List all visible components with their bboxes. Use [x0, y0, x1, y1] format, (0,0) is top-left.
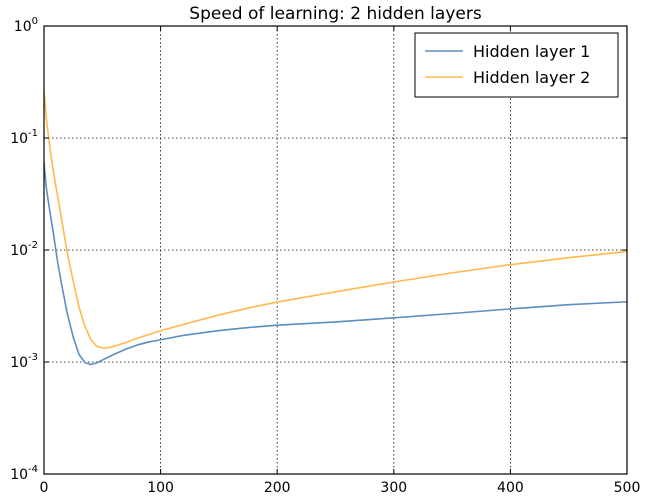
x-tick-label: 400	[497, 480, 524, 496]
x-tick-label: 0	[40, 480, 49, 496]
legend-label-1: Hidden layer 1	[473, 42, 590, 61]
legend-box	[414, 32, 619, 98]
series-line-1	[43, 162, 628, 366]
grid	[44, 26, 627, 474]
legend: Hidden layer 1 Hidden layer 2	[414, 32, 619, 98]
y-tick-label: 10-1	[10, 128, 38, 147]
axis-ticks: 0 100 200 300 400 500 10-4 10-3 10-2 10-1 100	[10, 16, 640, 496]
y-tick-label: 10-4	[10, 464, 38, 483]
y-tick-label: 10-3	[10, 352, 38, 371]
x-tick-label: 300	[380, 480, 407, 496]
series-line-2	[43, 91, 628, 349]
series-layer	[43, 91, 628, 366]
y-tick-label: 100	[14, 16, 38, 35]
legend-label-2: Hidden layer 2	[473, 68, 590, 87]
x-tick-label: 200	[264, 480, 291, 496]
x-tick-label: 500	[614, 480, 641, 496]
chart-title: Speed of learning: 2 hidden layers	[189, 4, 482, 24]
y-tick-label: 10-2	[10, 240, 38, 259]
x-tick-label: 100	[147, 480, 174, 496]
